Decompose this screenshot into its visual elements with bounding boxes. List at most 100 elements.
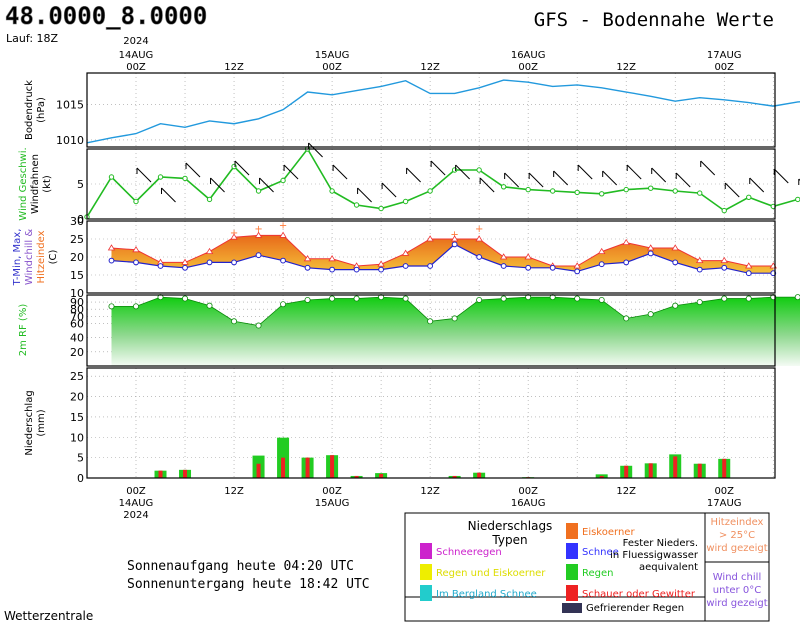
shower-bar: [599, 475, 604, 478]
legend-swatch: [420, 564, 432, 580]
y-tick-label: 70: [70, 310, 84, 323]
tmin-point: [525, 264, 532, 271]
wind-barb: [136, 167, 152, 183]
tmax-point: [401, 249, 410, 256]
heat-index-marker: +: [475, 224, 483, 235]
top-tick-label: 16AUG: [511, 50, 546, 61]
shower-bar: [281, 457, 286, 478]
tmin-point: [206, 259, 213, 266]
wind-point: [427, 188, 433, 194]
humidity-line: [111, 296, 800, 326]
wind-axis-title: Wind Geschwi. Windfahnen (kt): [18, 147, 53, 220]
legend-label: Gefrierender Regen: [586, 603, 684, 614]
wind-point: [451, 167, 458, 173]
y-tick-label: 30: [70, 215, 84, 228]
tmin-point: [451, 241, 458, 248]
wind-barb: [161, 187, 176, 203]
wind-barb: [577, 164, 593, 180]
header: 48.0000_8.0000 Lauf: 18Z GFS - Bodennahe W…: [5, 2, 774, 45]
axis-title-line: (hPa): [36, 97, 47, 123]
shower-bar: [452, 475, 457, 478]
run-label: Lauf: 18Z: [6, 32, 59, 45]
tmax-point: [524, 253, 532, 260]
footer-brand: Wetterzentrale: [4, 609, 93, 623]
humidity-point: [745, 295, 752, 302]
tmax-point: [205, 247, 214, 254]
humidity-point: [696, 299, 703, 306]
tmin-point: [157, 263, 164, 269]
legend-title: Niederschlags: [468, 519, 553, 533]
wind-point: [500, 184, 507, 190]
humidity-point: [231, 318, 238, 325]
axis-title-line: T-Min, Max,: [12, 229, 23, 287]
wind-point: [648, 185, 654, 191]
top-tick-label: 15AUG: [315, 50, 350, 61]
wind-point: [255, 188, 262, 194]
shower-bar: [354, 475, 359, 478]
tmax-point: [499, 253, 508, 260]
wind-barb: [234, 160, 250, 176]
tmin-point: [304, 264, 311, 271]
sunset-text: Sonnenuntergang heute 18:42 UTC: [127, 577, 370, 592]
humidity-point: [108, 303, 115, 310]
legend-label: Regen und Eiskoerner: [436, 568, 546, 579]
y-tick-label: 80: [70, 303, 84, 316]
bottom-tick-label: 00Z: [714, 486, 734, 497]
tmax-point: [696, 256, 704, 263]
legend-label: Schnee: [582, 547, 619, 558]
tmax-point: [107, 244, 116, 251]
tmin-point: [182, 264, 188, 271]
tmin-point: [574, 268, 581, 275]
shower-bar: [624, 465, 629, 478]
tmax-point: [254, 231, 263, 238]
wind-point: [598, 191, 605, 197]
tmax-point: [475, 235, 483, 242]
sunrise-text: Sonnenaufgang heute 04:20 UTC: [127, 559, 354, 574]
wind-point: [280, 177, 286, 184]
tmin-point: [378, 266, 385, 273]
tmax-point: [181, 258, 189, 265]
tmax-point: [230, 233, 238, 240]
tmin-point: [598, 261, 605, 268]
wind-barb: [259, 177, 274, 193]
tmax-point: [328, 255, 336, 262]
tmin-point: [133, 259, 139, 266]
top-tick-label: 00Z: [714, 62, 734, 73]
wind-barb: [479, 177, 495, 193]
wind-point: [182, 175, 188, 182]
humidity-area: [111, 297, 800, 366]
humidity-point: [427, 318, 434, 325]
wind-point: [795, 196, 800, 203]
tmin-point: [500, 263, 507, 269]
tmin-line: [111, 243, 774, 274]
shower-bar: [697, 463, 702, 478]
axis-title-line: Wind Geschwi.: [18, 147, 29, 220]
shower-bar: [673, 456, 678, 478]
top-tick-label: 00Z: [322, 62, 342, 73]
humidity-point: [353, 295, 360, 302]
shower-bar: [477, 472, 482, 478]
top-tick-label: 00Z: [518, 62, 538, 73]
wind-point: [231, 163, 237, 170]
humidity-point: [672, 302, 679, 309]
bottom-tick-label: 16AUG: [511, 498, 546, 509]
wind-barb: [700, 160, 716, 176]
heat-index-marker: +: [450, 230, 458, 241]
y-tick-label: 15: [70, 411, 84, 424]
legend-swatch: [566, 585, 578, 601]
chart-title: GFS - Bodennahe Werte: [534, 9, 774, 31]
wind-point: [378, 205, 384, 212]
wind-point: [476, 167, 482, 173]
y-tick-label: 20: [70, 391, 84, 404]
shower-bar: [158, 470, 163, 478]
panel-wind: 05: [77, 149, 775, 226]
top-tick-label: 14AUG: [119, 50, 154, 61]
bottom-tick-label: 00Z: [322, 486, 342, 497]
tmin-point: [476, 254, 483, 260]
location-coords: 48.0000_8.0000: [5, 2, 207, 30]
axis-title-line: Niederschlag: [24, 390, 35, 455]
y-tick-label: 90: [70, 296, 84, 309]
tmin-point: [427, 263, 434, 269]
tmin-point: [329, 266, 335, 273]
